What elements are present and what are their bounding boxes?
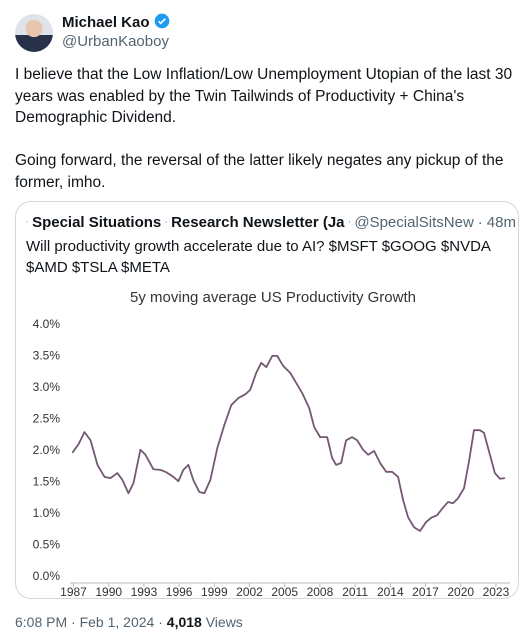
author-name[interactable]: Michael Kao <box>62 14 150 31</box>
author-handle[interactable]: @UrbanKaoboy <box>62 33 169 50</box>
view-count: 4,018 <box>166 614 202 630</box>
paragraph: Going forward, the reversal of the latte… <box>15 152 504 191</box>
post-time[interactable]: 6:08 PM <box>15 614 68 630</box>
author-row: Michael Kao <box>62 13 170 31</box>
quote-avatar <box>26 220 29 224</box>
views-label: Views <box>205 614 243 630</box>
separator: · <box>71 614 76 630</box>
separator: · <box>158 614 163 630</box>
paragraph: I believe that the Low Inflation/Low Une… <box>15 66 513 126</box>
quote-header: Special Situations Research Newsletter (… <box>26 213 516 231</box>
quote-name[interactable]: Special Situations <box>32 213 162 231</box>
quote-text: Will productivity growth accelerate due … <box>26 238 491 276</box>
verified-badge <box>154 13 170 29</box>
separator: · <box>477 213 483 231</box>
quote-name[interactable]: Research Newsletter (Ja <box>171 213 345 231</box>
post-date[interactable]: Feb 1, 2024 <box>79 614 155 630</box>
verified-badge <box>348 221 351 223</box>
tweet-text: I believe that the Low Inflation/Low Une… <box>15 64 520 215</box>
footer: 6:08 PM · Feb 1, 2024 · 4,018 Views <box>15 614 243 630</box>
quote-time: 48m <box>486 213 516 231</box>
quote-handle: @SpecialSitsNew <box>354 213 474 231</box>
quote-card[interactable] <box>15 201 519 599</box>
avatar[interactable] <box>15 14 53 52</box>
globe-icon <box>165 221 167 223</box>
